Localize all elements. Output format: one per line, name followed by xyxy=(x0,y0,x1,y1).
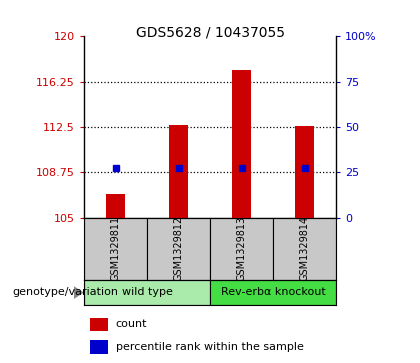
Bar xyxy=(84,280,210,305)
Bar xyxy=(232,70,251,218)
Bar xyxy=(210,280,336,305)
Text: Rev-erbα knockout: Rev-erbα knockout xyxy=(220,287,326,297)
Text: wild type: wild type xyxy=(121,287,173,297)
Bar xyxy=(295,126,314,218)
Bar xyxy=(273,218,336,280)
Text: GSM1329813: GSM1329813 xyxy=(236,216,247,281)
Bar xyxy=(90,318,108,331)
Text: count: count xyxy=(116,319,147,330)
Polygon shape xyxy=(74,286,84,299)
Text: GSM1329814: GSM1329814 xyxy=(299,216,310,281)
Text: GSM1329812: GSM1329812 xyxy=(173,216,184,281)
Text: percentile rank within the sample: percentile rank within the sample xyxy=(116,342,303,352)
Text: genotype/variation: genotype/variation xyxy=(13,287,118,297)
Bar xyxy=(169,125,188,218)
Bar xyxy=(210,218,273,280)
Bar xyxy=(147,218,210,280)
Bar xyxy=(106,193,125,218)
Bar xyxy=(90,340,108,354)
Bar xyxy=(84,218,147,280)
Text: GSM1329811: GSM1329811 xyxy=(110,216,121,281)
Text: GDS5628 / 10437055: GDS5628 / 10437055 xyxy=(136,25,284,40)
